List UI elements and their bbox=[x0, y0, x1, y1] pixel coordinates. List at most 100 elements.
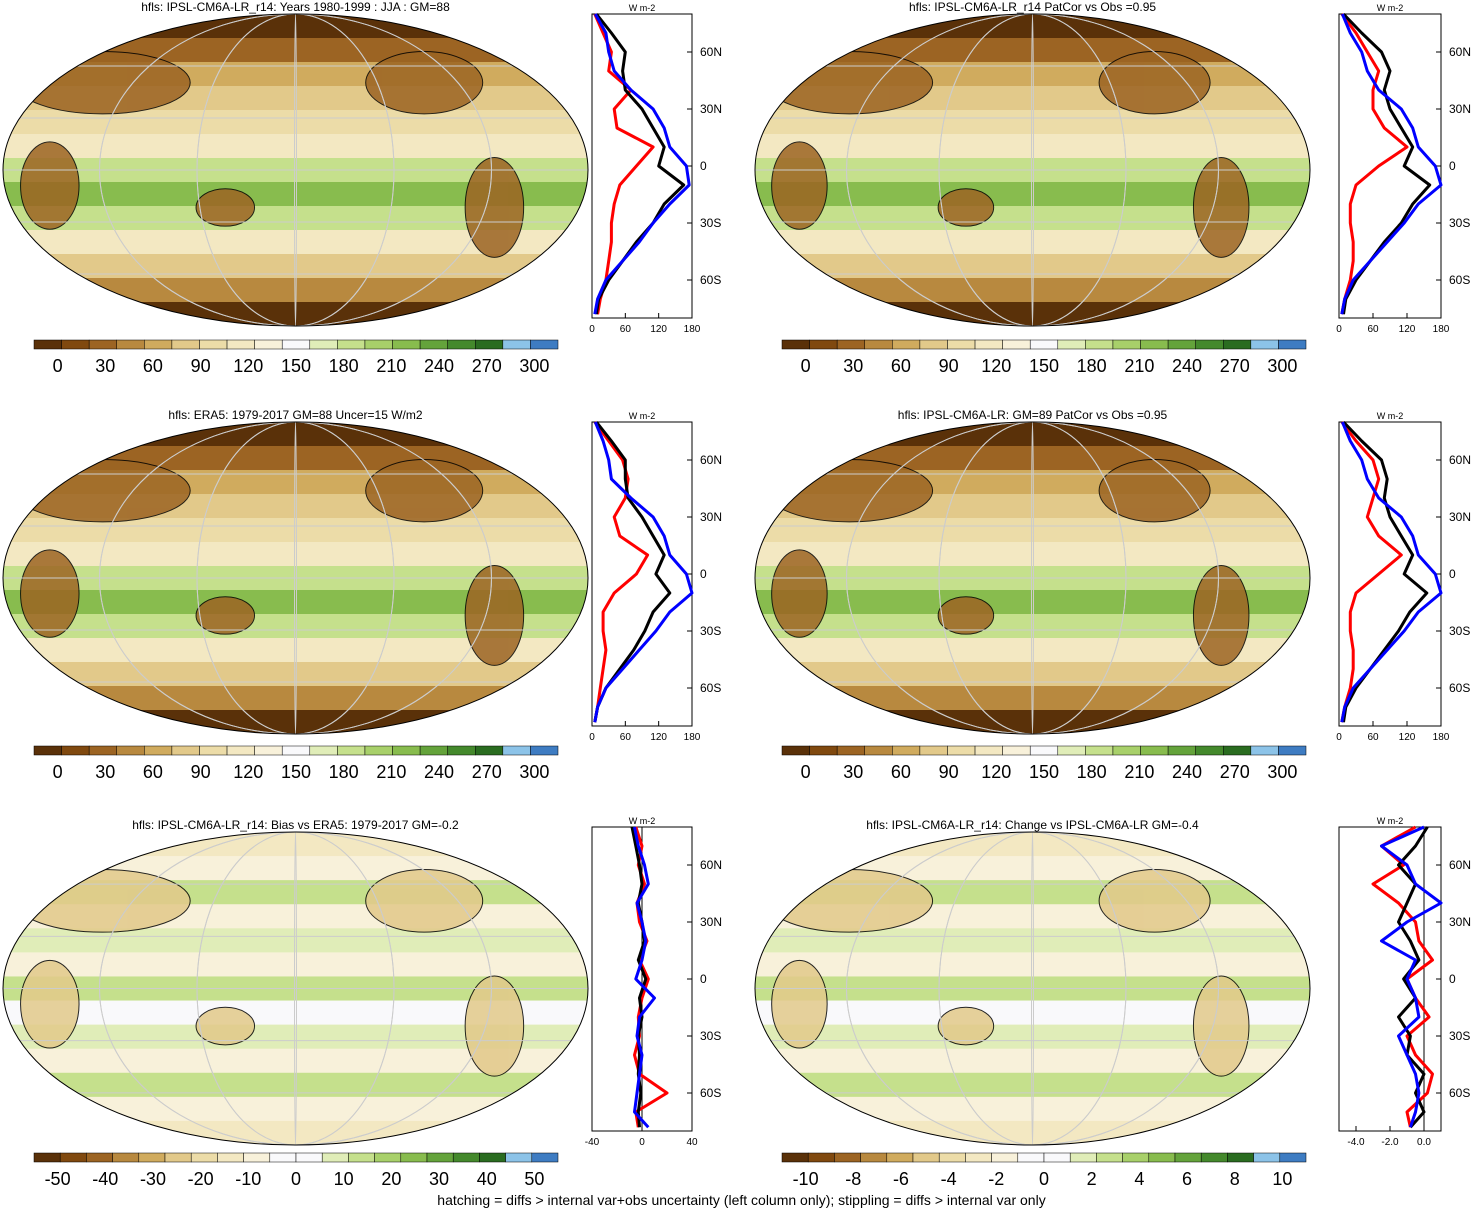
land-eurasia bbox=[14, 50, 191, 115]
map-band bbox=[3, 1072, 588, 1098]
zonal-ytick-label: 60S bbox=[1449, 681, 1470, 695]
colorbar-cell bbox=[281, 339, 311, 350]
colorbar-cell bbox=[1167, 339, 1196, 350]
map-band bbox=[3, 422, 588, 447]
zonal-plot: W m-2 60N 30N 0 30S 60S 0 60 120 180 bbox=[589, 3, 722, 335]
map-band bbox=[3, 952, 588, 977]
panel-p1: hfls: IPSL-CM6A-LR_r14: Years 1980-1999 … bbox=[2, 0, 722, 376]
land-africa bbox=[20, 959, 80, 1049]
zonal-frame bbox=[591, 421, 693, 727]
map-band bbox=[3, 1120, 588, 1145]
panel-title: hfls: IPSL-CM6A-LR_r14 PatCor vs Obs =0.… bbox=[909, 0, 1156, 14]
colorbar-cell bbox=[419, 745, 448, 756]
colorbar-label: 270 bbox=[472, 762, 502, 782]
colorbar-label: 180 bbox=[1077, 762, 1107, 782]
map-band bbox=[755, 662, 1310, 687]
zonal-xtick-label: 0 bbox=[1336, 732, 1342, 743]
zonal-xtick-label: 60 bbox=[620, 732, 632, 743]
zonal-ytick-label: 30S bbox=[700, 624, 721, 638]
colorbar-cell bbox=[1200, 1152, 1228, 1163]
colorbar-cell bbox=[400, 1152, 428, 1163]
colorbar-cell bbox=[1112, 339, 1141, 350]
zonal-xtick-label: 0 bbox=[639, 1137, 645, 1148]
zonal-ytick-label: 60S bbox=[1449, 1086, 1470, 1100]
map-band bbox=[755, 952, 1310, 977]
land-australia bbox=[195, 596, 256, 635]
colorbar-cell bbox=[116, 339, 145, 350]
colorbar-label: 270 bbox=[1220, 762, 1250, 782]
map-band bbox=[755, 1120, 1310, 1145]
map bbox=[755, 832, 1310, 1145]
colorbar-cell bbox=[1096, 1152, 1123, 1163]
colorbar-label: 50 bbox=[524, 1169, 544, 1189]
colorbar-label: 30 bbox=[843, 356, 863, 376]
colorbar-label: 300 bbox=[1267, 356, 1297, 376]
colorbar-cell bbox=[530, 745, 559, 756]
zonal-xtick-label: -2.0 bbox=[1381, 1137, 1399, 1148]
colorbar-cell bbox=[1112, 745, 1141, 756]
colorbar-cell bbox=[947, 745, 976, 756]
colorbar-label: 90 bbox=[939, 762, 959, 782]
colorbar-cell bbox=[1140, 339, 1169, 350]
zonal-ytick-label: 0 bbox=[1449, 159, 1456, 173]
colorbar-cell bbox=[1167, 745, 1196, 756]
zonal-ytick-label: 30S bbox=[700, 216, 721, 230]
colorbar-label: 0 bbox=[801, 762, 811, 782]
colorbar-label: 30 bbox=[843, 762, 863, 782]
zonal-series-red bbox=[1340, 421, 1403, 723]
graticule-meridian bbox=[196, 14, 395, 326]
zonal-xtick-label: 120 bbox=[1399, 732, 1416, 743]
colorbar-label: 210 bbox=[376, 356, 406, 376]
land-north-america bbox=[1098, 458, 1211, 523]
colorbar-cell bbox=[337, 339, 366, 350]
graticule-meridian bbox=[938, 422, 1127, 734]
colorbar-label: 300 bbox=[519, 762, 549, 782]
graticule-meridian bbox=[938, 832, 1127, 1145]
land-north-america bbox=[1098, 50, 1211, 115]
map bbox=[3, 832, 588, 1145]
colorbar-cell bbox=[1002, 339, 1031, 350]
land-south-america bbox=[1192, 975, 1250, 1077]
colorbar-cell bbox=[199, 745, 228, 756]
zonal-ytick-label: 30S bbox=[1449, 624, 1470, 638]
zonal-ytick-label: 30N bbox=[700, 915, 722, 929]
colorbar-cell bbox=[144, 745, 173, 756]
colorbar-label: 180 bbox=[329, 356, 359, 376]
colorbar-cell bbox=[374, 1152, 402, 1163]
map-outline bbox=[754, 13, 1311, 327]
colorbar-label: 30 bbox=[429, 1169, 449, 1189]
colorbar-cell bbox=[59, 1152, 87, 1163]
colorbar-label: 90 bbox=[191, 356, 211, 376]
map-band bbox=[755, 302, 1310, 326]
graticule-meridian bbox=[99, 832, 492, 1145]
graticule-meridian bbox=[294, 832, 297, 1145]
colorbar-cell bbox=[479, 1152, 506, 1163]
colorbar-cell bbox=[171, 745, 200, 756]
zonal-xtick-label: 60 bbox=[1367, 324, 1379, 335]
colorbar: 0 30 60 90 120 150 180 210 240 270 300 bbox=[33, 339, 559, 376]
zonal-xtick-label: -4.0 bbox=[1347, 1137, 1365, 1148]
map bbox=[3, 422, 588, 734]
zonal-plot: W m-2 60N 30N 0 30S 60S -4.0 -2.0 0.0 bbox=[1338, 816, 1471, 1148]
colorbar-cell bbox=[281, 745, 311, 756]
colorbar-label: 150 bbox=[281, 356, 311, 376]
zonal-units: W m-2 bbox=[629, 816, 656, 826]
zonal-units: W m-2 bbox=[1377, 816, 1404, 826]
land-eurasia bbox=[14, 869, 191, 933]
colorbar-cell bbox=[426, 1152, 454, 1163]
colorbar-cell bbox=[364, 745, 393, 756]
colorbar-cell bbox=[217, 1152, 244, 1163]
colorbar-cell bbox=[809, 745, 838, 756]
zonal-ytick-label: 30N bbox=[1449, 915, 1471, 929]
land-australia bbox=[195, 188, 256, 227]
zonal-xtick-label: 60 bbox=[1367, 732, 1379, 743]
zonal-ytick-label: 30N bbox=[700, 102, 722, 116]
colorbar-label: 300 bbox=[1267, 762, 1297, 782]
colorbar-cell bbox=[860, 1152, 888, 1163]
graticule-meridian bbox=[196, 422, 395, 734]
colorbar-label: 240 bbox=[1172, 762, 1202, 782]
colorbar-cell bbox=[530, 339, 559, 350]
zonal-ytick-label: 60N bbox=[700, 453, 722, 467]
zonal-ytick-label: 0 bbox=[700, 159, 707, 173]
graticule-meridian bbox=[846, 422, 1219, 734]
